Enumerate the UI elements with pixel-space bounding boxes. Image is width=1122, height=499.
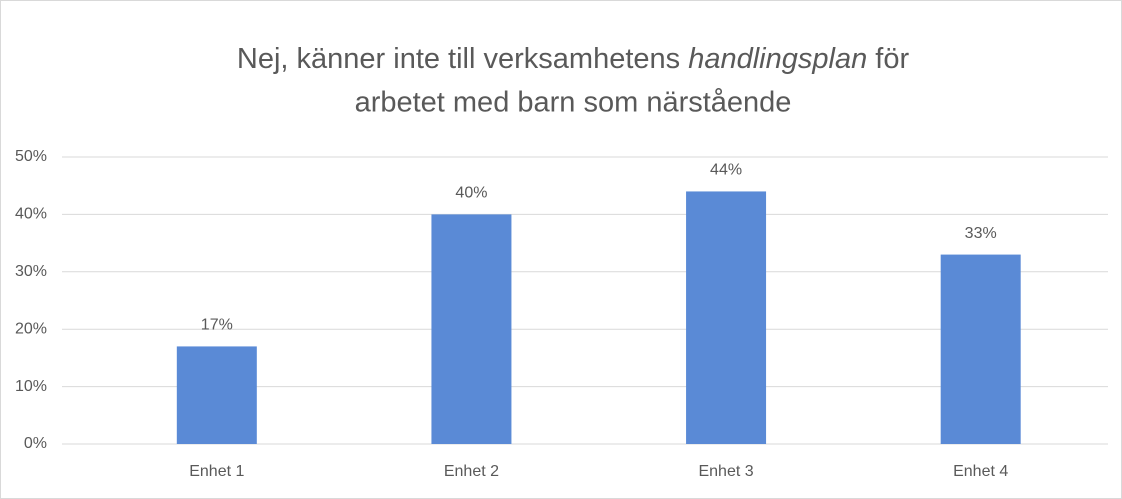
y-tick-label: 50% bbox=[15, 148, 47, 165]
y-tick-label: 40% bbox=[15, 206, 47, 223]
bar bbox=[686, 191, 767, 444]
chart-title-line: arbetet med barn som närstående bbox=[355, 87, 792, 119]
x-tick-label: Enhet 3 bbox=[698, 463, 753, 480]
y-tick-label: 20% bbox=[15, 320, 47, 337]
bar bbox=[431, 214, 512, 444]
x-tick-label: Enhet 1 bbox=[189, 463, 244, 480]
data-label: 40% bbox=[455, 185, 487, 202]
y-tick-label: 30% bbox=[15, 263, 47, 280]
title-part: Nej, känner inte till verksamhetens bbox=[237, 43, 680, 75]
x-tick-label: Enhet 2 bbox=[444, 463, 499, 480]
data-label: 44% bbox=[710, 162, 742, 179]
chart-title: Nej, känner inte till verksamhetens hand… bbox=[237, 43, 910, 75]
data-label: 33% bbox=[965, 225, 997, 242]
y-tick-label: 0% bbox=[24, 435, 47, 452]
y-tick-label: 10% bbox=[15, 378, 47, 395]
x-tick-label: Enhet 4 bbox=[953, 463, 1008, 480]
title-part: för bbox=[875, 43, 909, 75]
bar bbox=[176, 346, 257, 444]
data-label: 17% bbox=[201, 317, 233, 334]
bar bbox=[940, 254, 1021, 444]
title-emphasis: handlingsplan bbox=[688, 43, 867, 75]
